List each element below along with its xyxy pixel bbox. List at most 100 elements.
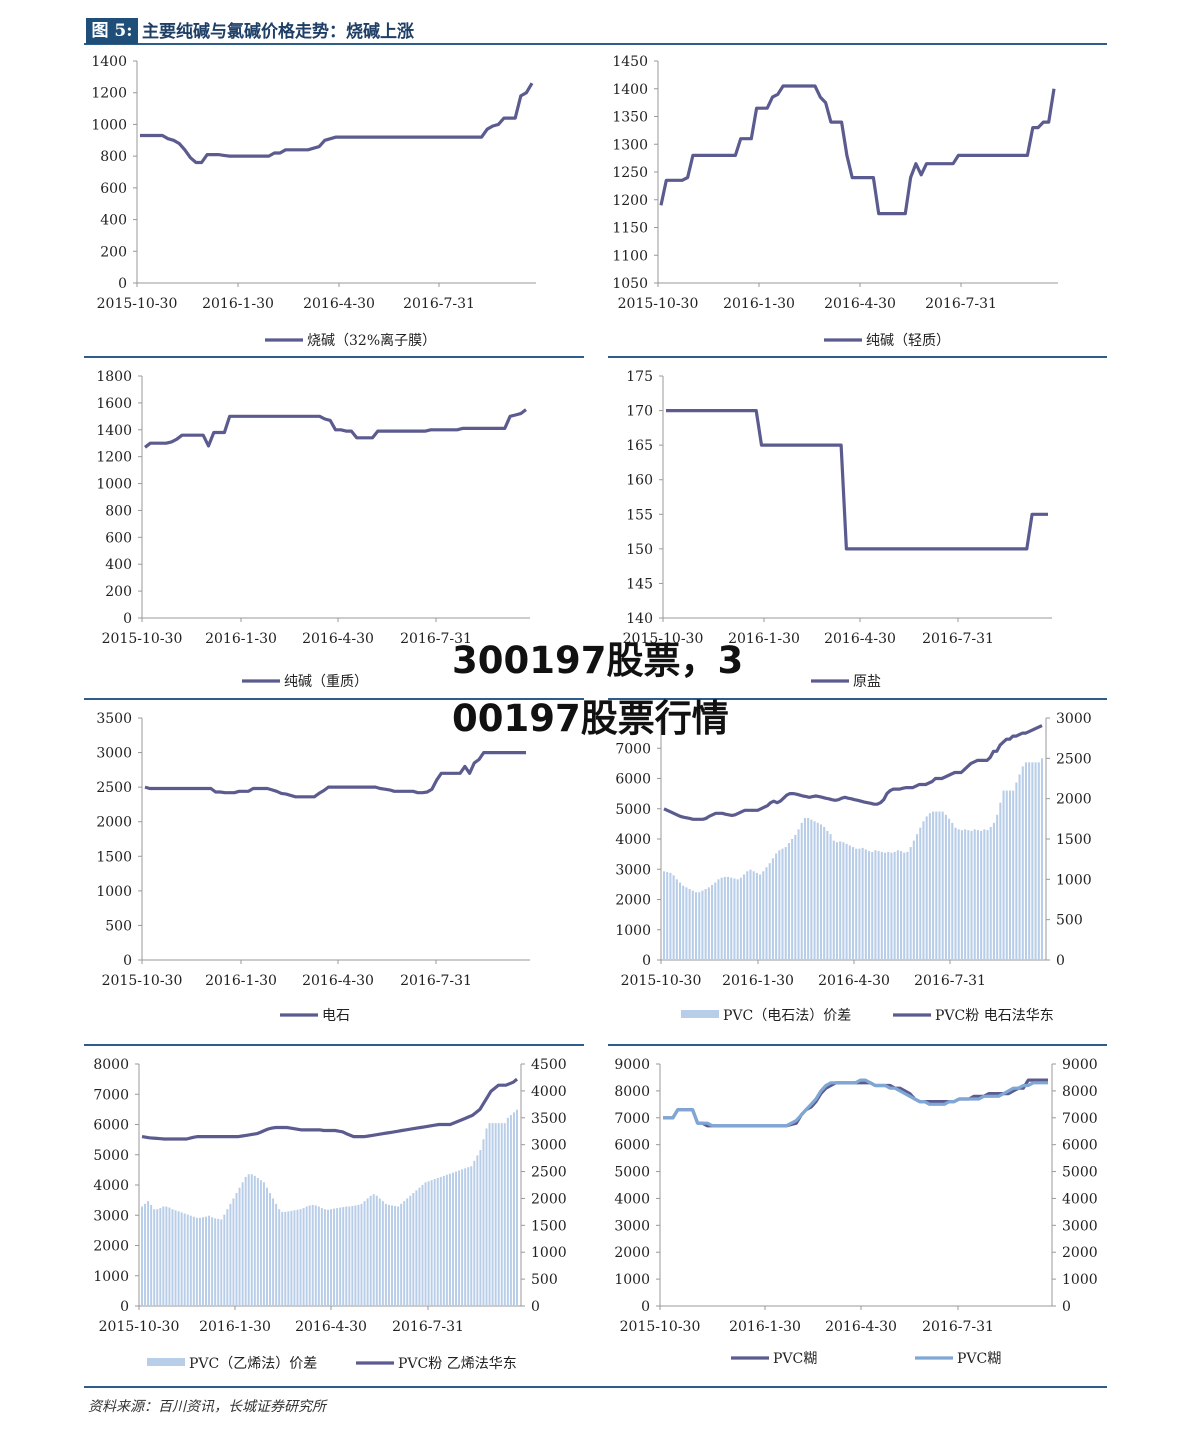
- y-tick-label: 1050: [612, 276, 648, 292]
- bar: [992, 822, 995, 960]
- bar: [516, 1109, 518, 1306]
- bar: [183, 1213, 186, 1306]
- legend-label: 烧碱（32%离子膜）: [307, 332, 436, 349]
- figure-title: 主要纯碱与氯碱价格走势：烧碱上涨: [142, 22, 414, 42]
- bar: [369, 1195, 372, 1306]
- legend-swatch: [681, 1010, 719, 1018]
- bar: [874, 850, 877, 960]
- y-tick-label: 2000: [615, 893, 651, 909]
- bar: [162, 1206, 165, 1306]
- y-tick-label: 800: [105, 503, 132, 519]
- bar: [439, 1176, 442, 1306]
- bar: [714, 882, 717, 960]
- bar: [461, 1169, 464, 1306]
- x-tick-label: 2016-4-30: [302, 631, 374, 647]
- y-tick-label: 0: [642, 953, 651, 969]
- bar: [893, 851, 896, 960]
- bar: [308, 1205, 311, 1306]
- bar: [262, 1182, 265, 1306]
- bar: [816, 822, 819, 960]
- bar: [835, 842, 839, 960]
- bar: [384, 1203, 387, 1306]
- y-tick-label: 1350: [612, 110, 648, 126]
- bar: [442, 1175, 445, 1306]
- y-tick-label: 1150: [612, 221, 648, 237]
- bar: [903, 852, 906, 960]
- bar: [813, 821, 816, 960]
- bar: [1024, 762, 1028, 960]
- bar: [153, 1209, 156, 1306]
- bar: [387, 1204, 390, 1306]
- x-tick-label: 2015-10-30: [102, 631, 183, 647]
- bar: [890, 852, 893, 960]
- y-tick-label: 1400: [96, 423, 132, 439]
- y-tick-label: 0: [120, 1299, 129, 1315]
- bar: [427, 1181, 430, 1306]
- x-tick-label: 2015-10-30: [623, 631, 704, 647]
- bar: [666, 872, 669, 960]
- legend-label: PVC粉 乙烯法华东: [398, 1356, 517, 1372]
- y2-tick-label: 7000: [1062, 1111, 1098, 1127]
- x-tick-label: 2016-1-30: [722, 973, 794, 989]
- y-tick-label: 140: [626, 611, 653, 627]
- bar: [771, 858, 774, 960]
- bar: [791, 839, 794, 960]
- bar: [672, 875, 675, 960]
- bar: [685, 887, 688, 960]
- x-tick-label: 2015-10-30: [621, 973, 702, 989]
- bar: [165, 1206, 168, 1306]
- y2-tick-label: 2000: [1062, 1245, 1098, 1261]
- bar: [823, 826, 826, 960]
- bar: [871, 851, 874, 960]
- bar: [180, 1212, 183, 1306]
- y-tick-label: 155: [626, 507, 653, 523]
- y-tick-label: 1000: [96, 884, 132, 900]
- y-tick-label: 1400: [91, 54, 127, 70]
- y-tick-label: 3500: [96, 711, 132, 727]
- series-line: [663, 1078, 1048, 1128]
- y-tick-label: 7000: [93, 1087, 129, 1103]
- legend-label: PVC糊: [957, 1351, 1001, 1367]
- bar: [900, 851, 903, 960]
- bar: [186, 1214, 189, 1306]
- bar: [999, 802, 1002, 960]
- bar: [323, 1209, 326, 1306]
- bar: [320, 1208, 323, 1306]
- bar: [896, 850, 899, 960]
- bar: [832, 840, 835, 960]
- y2-tick-label: 2500: [531, 1165, 567, 1181]
- bar: [733, 878, 736, 960]
- bar: [290, 1210, 293, 1306]
- bar: [752, 871, 755, 960]
- bar: [1018, 774, 1021, 960]
- x-tick-label: 2015-10-30: [97, 296, 178, 312]
- y2-tick-label: 2000: [531, 1191, 567, 1207]
- bar: [694, 892, 698, 960]
- bar: [168, 1207, 171, 1306]
- bar: [351, 1205, 354, 1306]
- bar: [229, 1203, 232, 1306]
- bar: [336, 1208, 339, 1306]
- y2-tick-label: 4000: [1062, 1191, 1098, 1207]
- chart-2: 1050 1100 1150 1200 1250 1300 1350 1400 1450 2015…: [612, 54, 1058, 349]
- bar: [400, 1203, 403, 1306]
- bar: [156, 1209, 159, 1306]
- frame-row3-rule-right: [608, 1044, 1107, 1046]
- y-tick-label: 145: [626, 576, 653, 592]
- bar: [503, 1123, 506, 1306]
- bar: [967, 830, 970, 960]
- bar: [409, 1195, 412, 1306]
- frame-bottom-rule: [84, 1386, 1107, 1388]
- bar: [348, 1206, 351, 1306]
- bar: [470, 1166, 473, 1306]
- x-tick-label: 2016-7-31: [914, 973, 986, 989]
- bar: [354, 1205, 357, 1306]
- bar: [688, 889, 691, 960]
- bar: [476, 1155, 479, 1306]
- bar: [711, 884, 714, 960]
- y-tick-label: 200: [100, 244, 127, 260]
- x-tick-label: 2016-4-30: [302, 973, 374, 989]
- y2-tick-label: 2500: [1056, 751, 1092, 767]
- bar: [232, 1198, 235, 1306]
- legend-label: 纯碱（轻质）: [866, 333, 950, 349]
